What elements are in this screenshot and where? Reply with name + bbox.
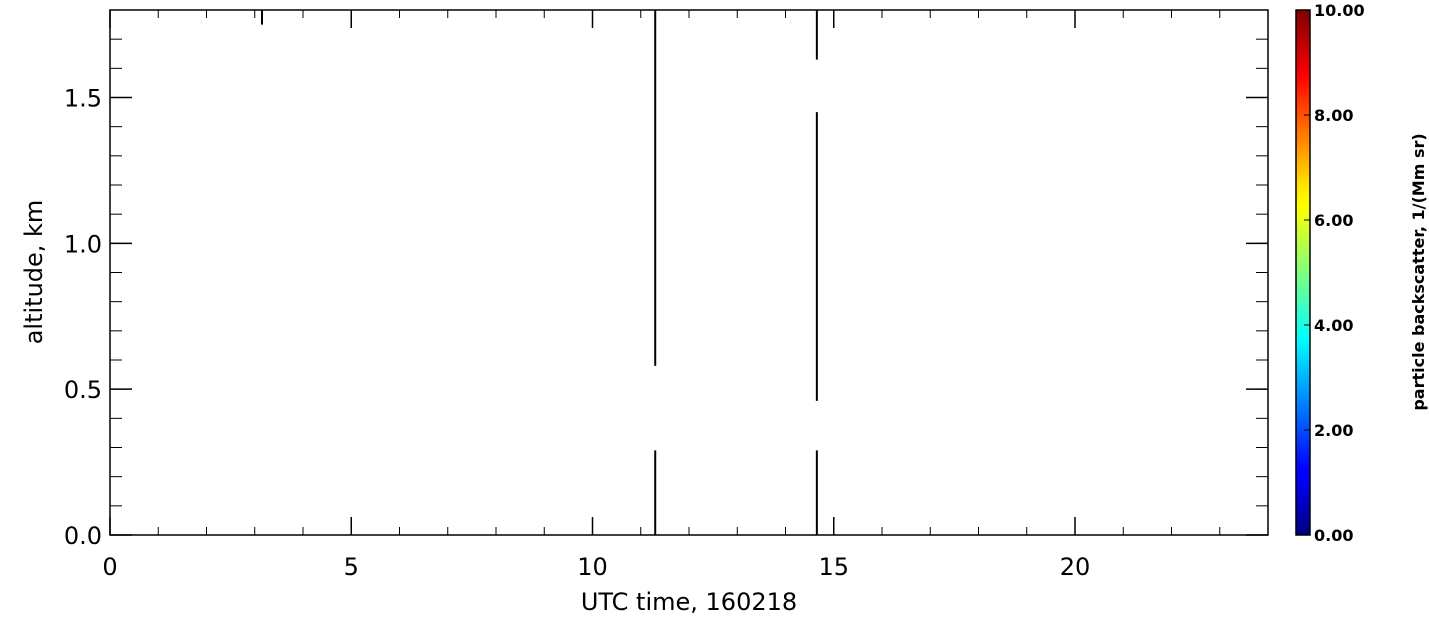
y-tick-label: 1.0 bbox=[64, 230, 102, 258]
y-tick-label: 1.5 bbox=[64, 85, 102, 113]
colorbar-tick-label: 2.00 bbox=[1314, 421, 1353, 440]
x-tick-label: 20 bbox=[1060, 553, 1091, 581]
y-axis-label: altitude, km bbox=[20, 200, 48, 345]
colorbar-tick-label: 10.00 bbox=[1314, 1, 1365, 20]
colorbar-tick-label: 8.00 bbox=[1314, 106, 1353, 125]
colorbar-label: particle backscatter, 1/(Mm sr) bbox=[1409, 133, 1428, 410]
x-tick-label: 5 bbox=[344, 553, 359, 581]
y-tick-label: 0.5 bbox=[64, 376, 102, 404]
colorbar-tick-label: 6.00 bbox=[1314, 211, 1353, 230]
colorbar-tick-label: 0.00 bbox=[1314, 526, 1353, 545]
x-tick-label: 10 bbox=[577, 553, 608, 581]
colorbar-tick-label: 4.00 bbox=[1314, 316, 1353, 335]
y-tick-label: 0.0 bbox=[64, 522, 102, 550]
colorbar: 0.00 2.00 4.00 6.00 8.00 10.00 bbox=[1295, 1, 1365, 545]
x-axis-label: UTC time, 160218 bbox=[581, 588, 797, 616]
plot-area bbox=[260, 10, 818, 535]
x-tick-label: 0 bbox=[102, 553, 117, 581]
axes: 0 5 10 15 20 0.0 0.5 1.0 1.5 bbox=[64, 9, 1269, 581]
colorbar-gradient bbox=[1295, 9, 1311, 536]
x-tick-label: 15 bbox=[818, 553, 849, 581]
plot-frame bbox=[109, 9, 1269, 536]
